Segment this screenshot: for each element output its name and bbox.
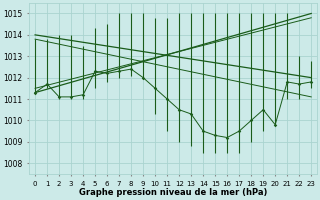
X-axis label: Graphe pression niveau de la mer (hPa): Graphe pression niveau de la mer (hPa) (79, 188, 267, 197)
